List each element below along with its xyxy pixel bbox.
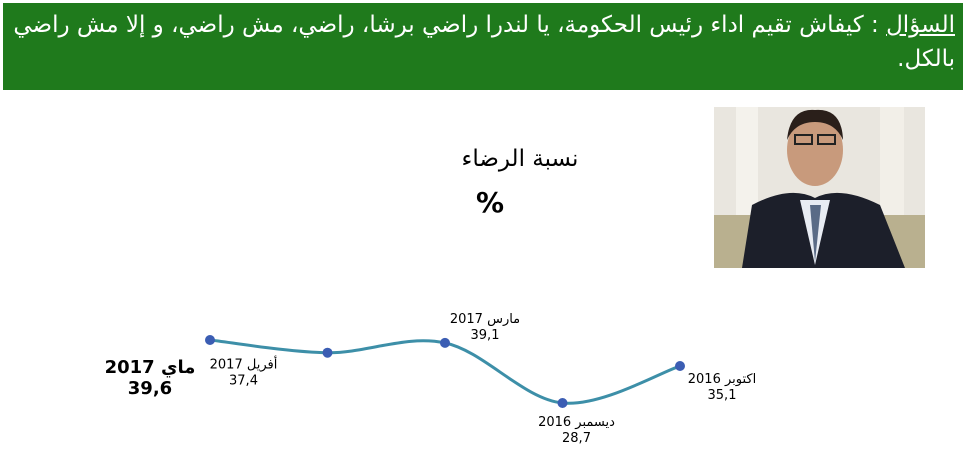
question-text: : كيفاش تقيم اداء رئيس الحكومة، يا لندرا… [13, 12, 955, 72]
chart-subtitle: % [476, 186, 504, 219]
point-value-label: 35,1 [708, 388, 737, 403]
point-value-label: 39,1 [471, 328, 500, 343]
point-category-label: ماي 2017 [105, 357, 196, 378]
point-category-label: ديسمبر 2016 [538, 415, 615, 430]
chart-title: نسبة الرضاء [462, 146, 579, 172]
point-value-label: 39,6 [128, 378, 172, 399]
point-value-label: 28,7 [562, 431, 591, 446]
point [440, 337, 450, 348]
point [557, 398, 568, 408]
point [322, 347, 333, 358]
point [675, 361, 685, 372]
question-banner: السؤال : كيفاش تقيم اداء رئيس الحكومة، ي… [3, 3, 963, 90]
line [209, 338, 681, 405]
point-value-label: 37,4 [229, 374, 258, 389]
question-label: السؤال [886, 12, 955, 38]
photo [714, 107, 925, 268]
point-category-label: مارس 2017 [450, 312, 520, 327]
point-category-label: اكتوبر 2016 [688, 372, 756, 387]
point-category-label: أفريل 2017 [210, 356, 278, 373]
point [205, 335, 215, 345]
